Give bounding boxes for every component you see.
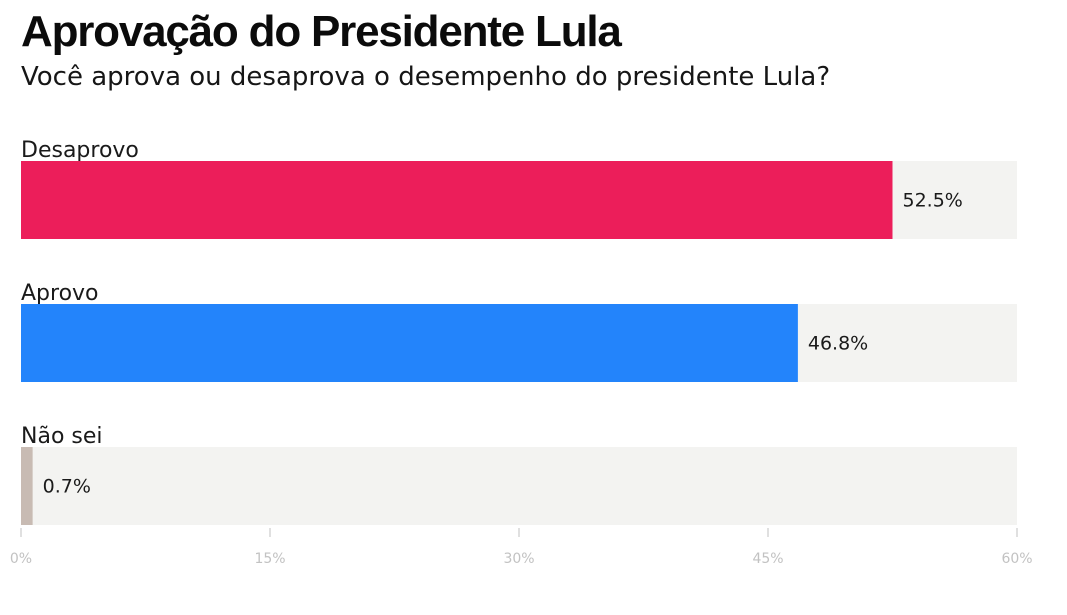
tick-label-15: 15% (254, 551, 285, 567)
category-label-nao-sei: Não sei (21, 424, 103, 449)
tick-label-45: 45% (752, 551, 783, 567)
bar-aprovo (21, 304, 798, 382)
chart-title: Aprovação do Presidente Lula (21, 7, 622, 56)
category-label-desaprovo: Desaprovo (21, 138, 139, 163)
tick-label-60: 60% (1001, 551, 1032, 567)
bar-track-nao-sei (21, 447, 1017, 525)
tick-label-30: 30% (503, 551, 534, 567)
tick-label-0: 0% (10, 551, 32, 567)
value-label-desaprovo: 52.5% (903, 190, 963, 212)
value-label-aprovo: 46.8% (808, 333, 868, 355)
category-label-aprovo: Aprovo (21, 281, 99, 306)
bar-nao-sei (21, 447, 33, 525)
bar-desaprovo (21, 161, 893, 239)
chart-subtitle: Você aprova ou desaprova o desempenho do… (21, 62, 831, 92)
value-label-nao-sei: 0.7% (43, 476, 91, 498)
